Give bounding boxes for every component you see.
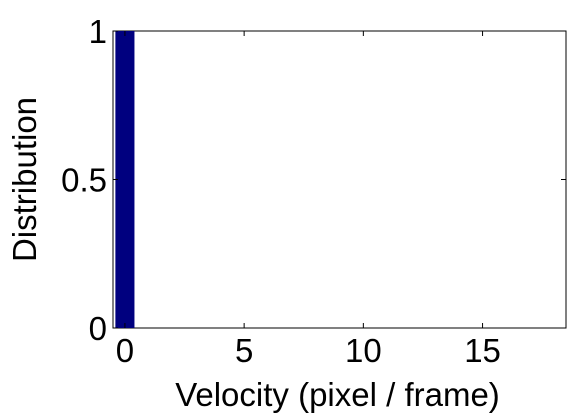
x-tick-label-5: 5 xyxy=(235,332,253,369)
x-tick-label-0: 0 xyxy=(116,332,134,369)
ticks-group: 0 5 10 15 0 0.5 1 xyxy=(61,13,566,369)
x-tick-label-10: 10 xyxy=(345,332,382,369)
y-axis-label: Distribution xyxy=(6,97,43,262)
y-tick-label-1: 1 xyxy=(89,13,107,50)
bar-0 xyxy=(115,31,135,328)
x-tick-label-15: 15 xyxy=(464,332,501,369)
y-tick-label-0: 0 xyxy=(89,310,107,347)
plot-area-frame xyxy=(112,30,567,329)
y-tick-label-0.5: 0.5 xyxy=(61,162,107,199)
x-axis-label: Velocity (pixel / frame) xyxy=(175,376,500,413)
bars-group xyxy=(115,31,135,328)
